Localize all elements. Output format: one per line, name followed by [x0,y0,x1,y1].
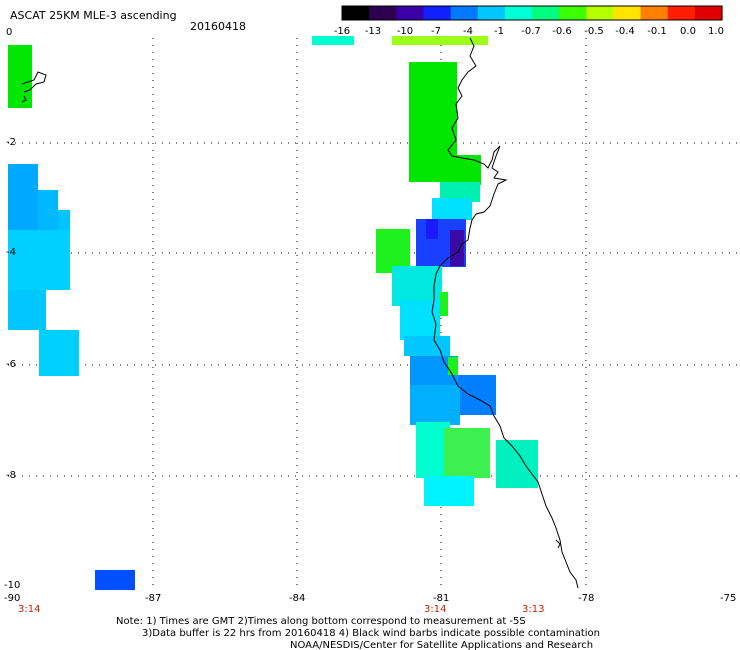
wind-cell [496,440,538,488]
colorbar-tick: 0.0 [680,26,696,37]
colorbar-swatch [586,6,615,20]
time-label: 3:14 [18,604,41,615]
wind-cell [450,230,464,266]
lat-label: -6 [6,359,16,370]
colorbar-tick: -1 [494,26,504,37]
wind-cell [458,375,496,415]
lat-lon-grid [8,38,738,590]
lat-label: -8 [6,470,16,481]
wind-cell [312,36,354,45]
wind-cell [426,219,438,239]
wind-cell [8,164,38,234]
colorbar-tick: -0.5 [584,26,604,37]
time-label: 3:13 [522,604,545,615]
colorbar-tick: -13 [364,26,382,37]
colorbar-swatch [613,6,642,20]
coastline [21,37,579,589]
colorbar-swatch [559,6,587,20]
colorbar-tick: -4 [463,26,473,37]
colorbar-swatch [396,6,425,20]
lat-label: -2 [6,137,16,148]
lon-label: -75 [720,593,737,604]
lon-label: -84 [289,593,306,604]
figure-date: 20160418 [190,20,246,33]
figure-title: ASCAT 25KM MLE-3 ascending [10,9,177,22]
wind-cell [8,290,46,330]
lon-label: -87 [145,593,162,604]
wind-cell [432,198,472,220]
colorbar-swatch [450,6,479,20]
wind-cell [424,476,474,506]
wind-cell [8,230,70,290]
lat-label: -10 [4,580,21,591]
colorbar-swatch [477,6,506,20]
wind-cell [8,45,32,108]
footer-note-2: 3)Data buffer is 22 hrs from 20160418 4)… [142,628,600,639]
colorbar [342,6,723,20]
wind-cell [376,229,410,273]
wind-cell [440,182,480,202]
wind-cell [445,155,481,185]
colorbar-tick: -7 [431,26,441,37]
wind-cell [392,36,488,45]
time-label: 3:14 [424,604,447,615]
lat-label: -4 [6,247,16,258]
footer-credit: NOAA/NESDIS/Center for Satellite Applica… [290,640,594,650]
colorbar-swatch [694,6,723,20]
colorbar-tick: -0.7 [521,26,541,37]
colorbar-tick: -0.4 [615,26,635,37]
colorbar-swatch [423,6,452,20]
colorbar-tick-labels: -16 -13 -10 -7 -4 -1 -0.7 -0.6 -0.5 -0.4… [334,26,724,38]
wind-cell [404,336,450,356]
wind-cell [448,357,458,375]
lat-label: 0 [6,27,13,38]
colorbar-swatch [667,6,696,20]
colorbar-swatch [369,6,397,20]
footer-note-1: Note: 1) Times are GMT 2)Times along bot… [116,616,526,627]
lon-label: -81 [433,593,450,604]
wind-cell [39,330,79,376]
colorbar-tick: 1.0 [708,26,724,37]
wind-cell [410,385,460,425]
wind-cell [400,300,440,340]
colorbar-tick: -0.1 [647,26,667,37]
colorbar-tick: -10 [396,26,414,37]
wind-cell [440,292,448,316]
lon-label: -90 [4,593,21,604]
colorbar-swatch [640,6,669,20]
colorbar-swatch [532,6,560,20]
colorbar-tick: -16 [333,26,351,37]
wind-cells [8,36,538,590]
wind-cell [38,190,58,230]
colorbar-tick: -0.6 [552,26,572,37]
wind-cell [95,570,135,590]
wind-cell [444,428,490,478]
colorbar-swatch [504,6,533,20]
lon-label: -78 [578,593,595,604]
colorbar-swatch [342,6,370,20]
